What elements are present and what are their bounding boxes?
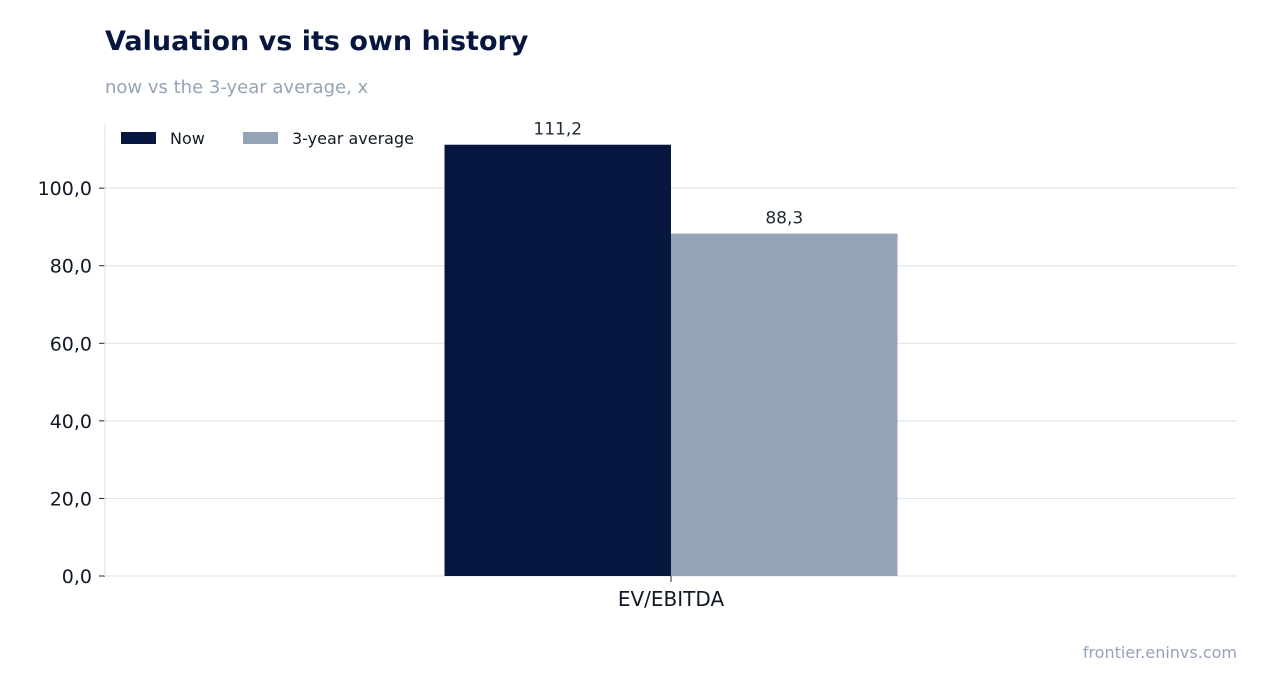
legend-label: Now <box>170 129 205 148</box>
legend-swatch <box>243 132 278 144</box>
y-tick-label: 40,0 <box>50 411 92 433</box>
y-tick-label: 20,0 <box>50 488 92 510</box>
legend: Now 3-year average <box>121 129 414 148</box>
source-credit: frontier.eninvs.com <box>1082 643 1237 662</box>
bar-3-year-average <box>671 233 898 576</box>
y-tick-label: 0,0 <box>62 566 92 588</box>
axes: 0,0 20,0 40,0 60,0 80,0 100,0 EV/EBITDA <box>38 123 725 611</box>
y-tick-label: 60,0 <box>50 333 92 355</box>
bar-now <box>444 144 671 576</box>
y-tick-label: 80,0 <box>50 256 92 278</box>
chart-title: Valuation vs its own history <box>105 26 529 57</box>
x-tick-label: EV/EBITDA <box>618 587 725 611</box>
data-label: 88,3 <box>765 209 803 229</box>
chart-subtitle: now vs the 3-year average, x <box>105 77 369 98</box>
legend-label: 3-year average <box>292 129 414 148</box>
data-labels: 111,2 88,3 <box>533 120 803 229</box>
y-tick-label: 100,0 <box>38 178 92 200</box>
bars <box>444 144 898 576</box>
legend-swatch <box>121 132 156 144</box>
data-label: 111,2 <box>533 120 582 140</box>
